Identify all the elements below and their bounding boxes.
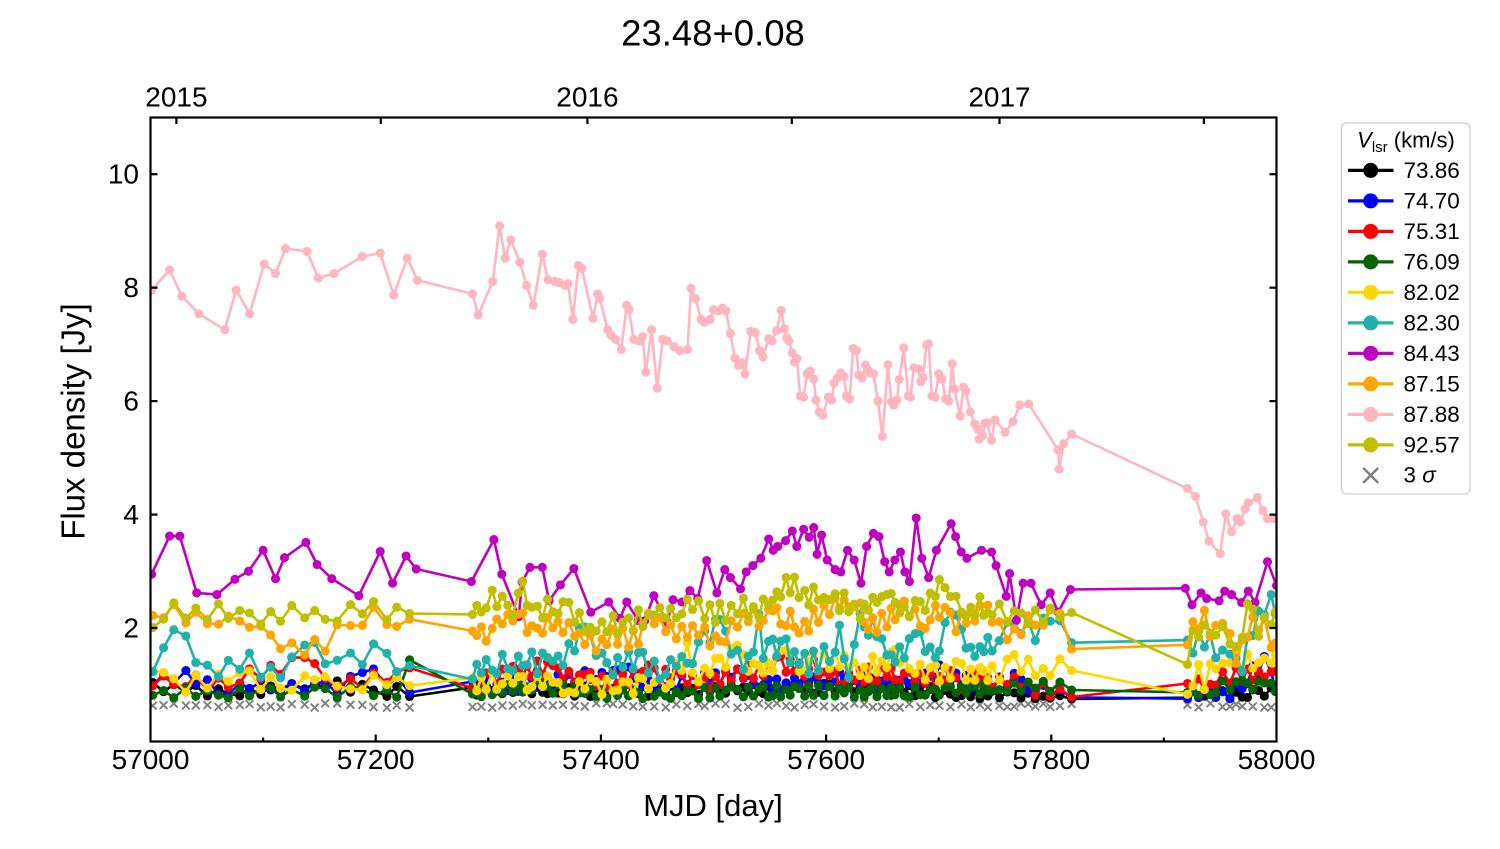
- svg-text:6: 6: [123, 386, 139, 417]
- svg-text:57000: 57000: [112, 744, 190, 775]
- svg-text:73.86: 73.86: [1404, 158, 1460, 183]
- svg-text:74.70: 74.70: [1404, 188, 1460, 213]
- svg-text:2015: 2015: [145, 82, 207, 113]
- svg-text:84.43: 84.43: [1404, 341, 1460, 366]
- svg-text:87.88: 87.88: [1404, 402, 1460, 427]
- svg-text:Vlsr (km/s): Vlsr (km/s): [1357, 128, 1455, 157]
- svg-text:82.30: 82.30: [1404, 310, 1460, 335]
- svg-text:2017: 2017: [968, 82, 1030, 113]
- svg-text:57800: 57800: [1012, 744, 1090, 775]
- svg-text:76.09: 76.09: [1404, 249, 1460, 274]
- svg-text:4: 4: [123, 499, 139, 530]
- svg-text:57200: 57200: [337, 744, 415, 775]
- svg-text:75.31: 75.31: [1404, 219, 1460, 244]
- svg-text:2: 2: [123, 613, 139, 644]
- svg-text:87.15: 87.15: [1404, 371, 1460, 396]
- svg-text:10: 10: [108, 159, 139, 190]
- svg-text:58000: 58000: [1238, 744, 1316, 775]
- svg-text:92.57: 92.57: [1404, 432, 1460, 457]
- svg-text:57400: 57400: [562, 744, 640, 775]
- svg-text:2016: 2016: [556, 82, 618, 113]
- svg-text:57600: 57600: [787, 744, 865, 775]
- svg-text:3 σ: 3 σ: [1404, 462, 1438, 487]
- svg-text:23.48+0.08: 23.48+0.08: [621, 13, 805, 54]
- svg-text:82.02: 82.02: [1404, 280, 1460, 305]
- svg-text:Flux density [Jy]: Flux density [Jy]: [55, 303, 92, 540]
- svg-text:MJD [day]: MJD [day]: [643, 788, 783, 823]
- svg-text:8: 8: [123, 272, 139, 303]
